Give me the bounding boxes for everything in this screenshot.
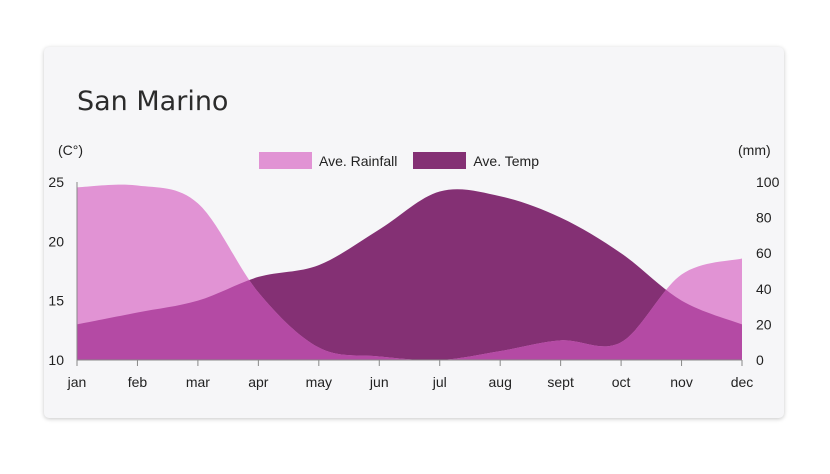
left-tick-label: 15 [48,293,64,309]
x-tick-label: sept [547,374,574,390]
legend-label-temp: Ave. Temp [473,152,539,169]
x-tick-label: oct [612,374,631,390]
legend-item-rainfall[interactable]: Ave. Rainfall [259,152,397,169]
x-tick-label: jan [67,374,87,390]
chart-legend: Ave. Rainfall Ave. Temp [259,152,555,169]
left-tick-label: 10 [48,352,64,368]
x-tick-label: apr [248,374,269,390]
right-tick-label: 100 [756,174,780,190]
x-tick-label: mar [186,374,210,390]
right-axis-unit: (mm) [738,142,771,158]
left-tick-label: 20 [48,233,64,249]
x-tick-label: dec [731,374,754,390]
x-tick-label: may [306,374,332,390]
right-tick-label: 20 [756,316,772,332]
x-tick-label: jun [369,374,389,390]
right-tick-label: 80 [756,210,772,226]
legend-item-temp[interactable]: Ave. Temp [413,152,539,169]
x-tick-label: nov [670,374,693,390]
right-tick-label: 0 [756,352,764,368]
right-tick-label: 60 [756,245,772,261]
legend-label-rainfall: Ave. Rainfall [319,152,398,169]
left-tick-label: 25 [48,174,64,190]
x-tick-label: jul [432,374,447,390]
left-axis-unit: (C°) [58,142,84,158]
x-tick-label: feb [128,374,148,390]
legend-swatch-rainfall [259,152,312,169]
x-tick-label: aug [489,374,512,390]
right-tick-label: 40 [756,281,772,297]
legend-swatch-temp [413,152,467,169]
chart-title: San Marino [77,86,229,117]
